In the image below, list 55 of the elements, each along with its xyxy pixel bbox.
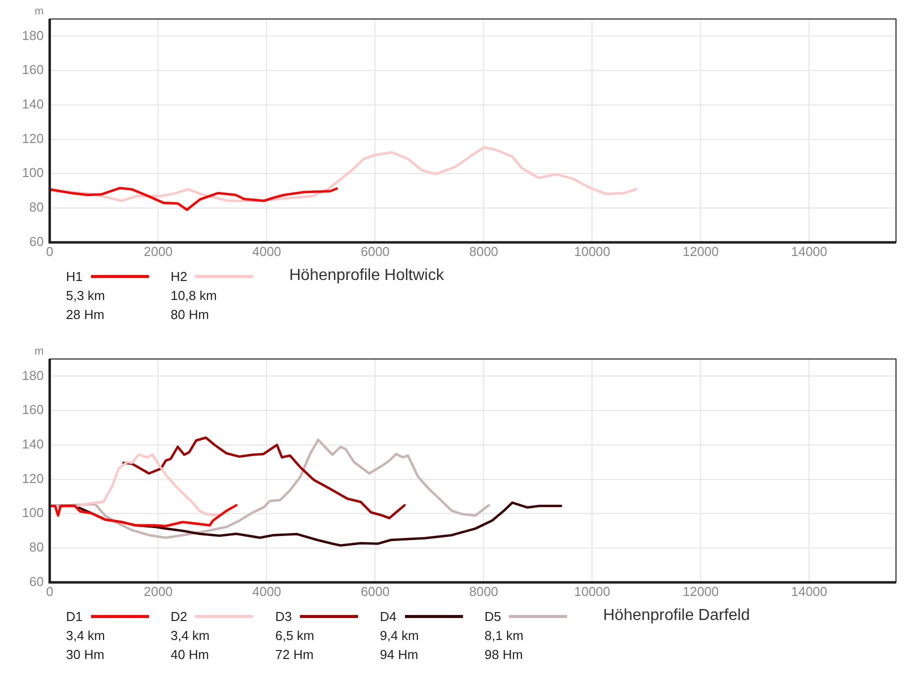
y-axis-title: m [34, 6, 44, 18]
x-tick-label: 0 [46, 244, 54, 259]
text: 72 Hm [275, 646, 315, 664]
legend-label: D2 [170, 608, 188, 624]
text: 9,4 km [380, 627, 420, 645]
y-tick-label: 60 [29, 574, 44, 589]
text: 94 Hm [380, 646, 420, 664]
y-tick-label: 120 [22, 130, 44, 146]
legend-label: D3 [275, 608, 292, 624]
x-tick-label: 2000 [144, 244, 173, 259]
text: 28 Hm [66, 306, 106, 324]
x-tick-label: 10000 [574, 584, 610, 599]
text: 8,1 km [484, 627, 525, 645]
text: 6,5 km [275, 627, 316, 645]
legend-label: H2 [170, 268, 188, 284]
y-tick-label: 60 [29, 234, 44, 249]
x-tick-label: 14000 [791, 244, 828, 259]
x-tick-label: 12000 [682, 584, 719, 599]
text: Höhenprofile Holtwick [289, 266, 444, 286]
y-axis-title: m [34, 346, 44, 358]
text: 3,4 km [66, 627, 106, 645]
text: 3,4 km [170, 627, 211, 645]
y-tick-label: 100 [22, 505, 44, 520]
x-tick-label: 10000 [574, 244, 610, 259]
text: 98 Hm [484, 646, 524, 664]
text: 5,3 km [66, 287, 106, 305]
x-tick-label: 8000 [469, 584, 498, 599]
legend-label: H1 [66, 268, 83, 284]
y-tick-label: 140 [22, 436, 44, 452]
y-tick-label: 140 [22, 96, 44, 112]
x-tick-label: 12000 [682, 244, 719, 259]
y-tick-label: 160 [22, 402, 44, 418]
y-tick-label: 180 [22, 28, 44, 43]
legend-label: D5 [484, 608, 502, 624]
x-tick-label: 4000 [252, 244, 282, 259]
text: 30 Hm [66, 646, 106, 664]
text: 10,8 km [170, 287, 218, 305]
text: 80 Hm [170, 306, 210, 324]
y-tick-label: 120 [22, 470, 44, 486]
x-tick-label: 4000 [252, 584, 282, 599]
x-tick-label: 14000 [791, 584, 828, 599]
legend-label: D1 [66, 608, 83, 624]
y-tick-label: 80 [29, 540, 44, 555]
y-tick-label: 100 [22, 165, 44, 180]
legend-label: D4 [380, 608, 396, 624]
text: 40 Hm [170, 646, 210, 664]
text: Höhenprofile Darfeld [603, 606, 750, 626]
x-tick-label: 6000 [360, 584, 390, 599]
x-tick-label: 8000 [469, 244, 498, 259]
y-tick-label: 80 [29, 200, 44, 215]
x-tick-label: 2000 [144, 584, 173, 599]
x-tick-label: 6000 [360, 244, 390, 259]
y-tick-label: 180 [22, 368, 44, 383]
x-tick-label: 0 [46, 584, 54, 599]
y-tick-label: 160 [22, 62, 44, 78]
